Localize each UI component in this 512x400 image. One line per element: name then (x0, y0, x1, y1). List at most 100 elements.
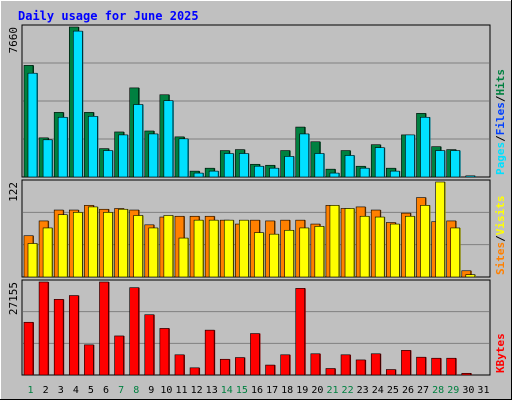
bar-kbytes-day-1 (23, 321, 34, 376)
bar-files-day-25 (390, 170, 400, 178)
bar-kbytes-day-4 (68, 295, 79, 376)
bar-visits-day-19 (299, 227, 310, 278)
chart-panels: 7660Pages/Files/Hits122Sites/Visits27155… (7, 24, 507, 376)
bar-kbytes-day-9 (144, 314, 155, 376)
bar-kbytes-day-2 (38, 281, 49, 376)
legend-entry: Pages (494, 142, 507, 175)
x-tick-label-29: 29 (447, 385, 459, 396)
bar-visits-day-29 (450, 227, 461, 278)
bar-visits-day-30 (465, 274, 476, 278)
x-tick-label-11: 11 (175, 385, 187, 396)
bar-visits-day-1 (27, 243, 38, 278)
bar-files-day-20 (314, 153, 325, 178)
x-tick-label-5: 5 (88, 385, 94, 396)
bar-kbytes-day-25 (386, 369, 396, 376)
x-tick-label-15: 15 (236, 385, 248, 396)
bar-kbytes-day-15 (235, 357, 245, 376)
bar-files-day-7 (118, 134, 128, 178)
legend-entry: KBytes (494, 333, 507, 373)
bar-files-day-30 (465, 175, 476, 178)
bar-files-day-11 (178, 138, 189, 178)
bar-visits-day-6 (103, 212, 113, 278)
bar-kbytes-day-21 (325, 368, 336, 376)
bar-files-day-9 (148, 133, 159, 178)
bar-kbytes-day-6 (99, 281, 109, 376)
bar-visits-day-21 (329, 205, 340, 278)
bar-files-day-2 (42, 139, 53, 178)
bar-visits-day-17 (269, 233, 279, 278)
x-tick-label-10: 10 (160, 385, 172, 396)
bar-visits-day-26 (405, 215, 415, 278)
legend-entry: Visits (494, 196, 507, 236)
legend-entry: Hits (494, 69, 507, 96)
bar-visits-day-2 (42, 227, 53, 278)
bar-kbytes-day-27 (416, 356, 426, 376)
bar-visits-day-15 (239, 219, 249, 278)
bar-kbytes-day-16 (250, 333, 260, 376)
bar-files-day-10 (163, 100, 174, 178)
bar-visits-day-13 (208, 219, 219, 278)
bar-visits-day-23 (359, 215, 370, 278)
bar-files-day-26 (405, 134, 415, 178)
bar-visits-day-24 (374, 216, 385, 278)
x-tick-label-28: 28 (432, 385, 444, 396)
bar-files-day-19 (299, 133, 310, 178)
bar-files-day-27 (420, 116, 430, 178)
x-tick-label-26: 26 (402, 385, 414, 396)
bar-visits-day-20 (314, 226, 325, 278)
bar-kbytes-day-30 (461, 372, 472, 376)
bar-kbytes-day-22 (340, 354, 351, 376)
x-tick-label-19: 19 (296, 385, 308, 396)
x-tick-label-1: 1 (28, 385, 34, 396)
bar-kbytes-day-8 (129, 287, 139, 376)
panel-legend: Pages/Files/Hits (494, 69, 507, 175)
x-tick-label-16: 16 (251, 385, 263, 396)
bar-kbytes-day-3 (53, 299, 64, 376)
bar-kbytes-day-23 (355, 359, 366, 376)
bar-kbytes-day-24 (370, 353, 381, 376)
bar-files-day-16 (254, 165, 264, 178)
bar-kbytes-day-11 (174, 354, 185, 376)
bar-files-day-17 (269, 167, 279, 178)
bar-kbytes-day-7 (114, 335, 124, 376)
panel-sites-visits: 122 Sites/Visits (7, 179, 507, 278)
bar-kbytes-day-29 (446, 357, 457, 376)
bar-kbytes-day-14 (219, 358, 230, 376)
bar-files-day-5 (88, 115, 98, 178)
bar-visits-day-5 (88, 206, 98, 278)
bar-kbytes-day-19 (295, 288, 306, 376)
bar-visits-day-27 (420, 205, 430, 278)
x-tick-label-24: 24 (372, 385, 384, 396)
bar-files-day-14 (223, 153, 234, 178)
bar-files-day-29 (450, 150, 461, 178)
legend-entry: Files (494, 102, 507, 135)
bar-files-day-6 (103, 150, 113, 178)
bar-files-day-12 (193, 172, 204, 178)
bar-visits-day-11 (178, 237, 189, 278)
legend-entry: / (494, 95, 507, 102)
x-tick-label-23: 23 (357, 385, 369, 396)
legend-entry: Sites (494, 242, 507, 275)
bar-files-day-23 (359, 167, 370, 178)
y-max-label: 122 (7, 182, 20, 202)
bar-visits-day-10 (163, 215, 174, 278)
bar-visits-day-16 (254, 232, 264, 278)
x-tick-label-2: 2 (43, 385, 49, 396)
bar-files-day-21 (329, 172, 340, 178)
bar-visits-day-3 (57, 214, 68, 278)
x-tick-label-21: 21 (326, 385, 338, 396)
bar-files-day-28 (435, 150, 445, 178)
x-axis-labels: 1 2 3 4 5 6 7 8 9 10 11 12 13 14 15 16 17 18 19 20 21 22 23 24 2… (28, 385, 490, 396)
bar-visits-day-25 (390, 223, 400, 278)
bar-kbytes-day-28 (431, 357, 441, 376)
x-tick-label-3: 3 (58, 385, 64, 396)
x-tick-label-14: 14 (221, 385, 233, 396)
x-tick-label-27: 27 (417, 385, 429, 396)
bar-kbytes-day-18 (280, 354, 290, 376)
panel-legend: KBytes (494, 333, 507, 373)
chart-title: Daily usage for June 2025 (18, 9, 199, 23)
bar-kbytes-day-10 (159, 328, 170, 376)
x-tick-label-18: 18 (281, 385, 293, 396)
x-tick-label-30: 30 (462, 385, 474, 396)
